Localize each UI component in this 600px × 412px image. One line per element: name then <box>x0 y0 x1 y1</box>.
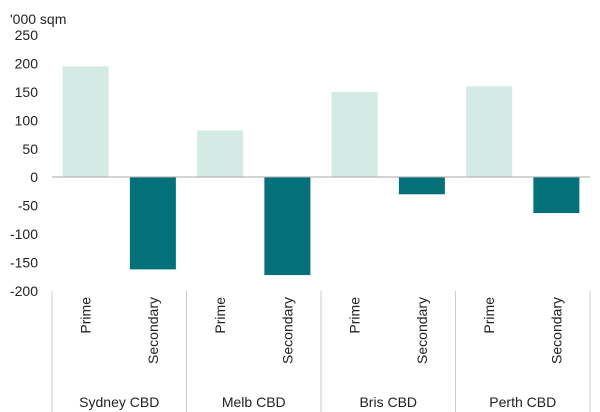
bar-melb-cbd-secondary <box>264 177 311 276</box>
group-labels: Sydney CBD Melb CBD Bris CBD Perth CBD <box>79 394 556 410</box>
subcategory-label: Secondary <box>279 297 295 364</box>
bar-bris-cbd-secondary <box>398 177 445 195</box>
category-axis-frame <box>51 291 591 412</box>
bar-sydney-cbd-prime <box>62 66 109 178</box>
bar-perth-cbd-secondary <box>533 177 580 214</box>
y-tick-label: -50 <box>18 198 38 214</box>
subcategory-label: Secondary <box>548 297 564 364</box>
y-tick-label: -100 <box>10 226 38 242</box>
y-tick-label: 100 <box>15 112 39 128</box>
bar-perth-cbd-prime <box>466 86 513 178</box>
group-label: Sydney CBD <box>79 394 159 410</box>
y-tick-label: 50 <box>22 141 38 157</box>
bar-sydney-cbd-secondary <box>129 177 176 270</box>
subcategory-labels: Prime Secondary Prime Secondary Prime Seconda… <box>78 297 565 364</box>
subcategory-label: Secondary <box>414 297 430 364</box>
subcategory-label: Prime <box>78 297 94 334</box>
y-tick-label: -200 <box>10 283 38 299</box>
group-label: Melb CBD <box>222 394 286 410</box>
group-label: Perth CBD <box>489 394 556 410</box>
y-tick-label: -150 <box>10 255 38 271</box>
y-axis-ticks: 250 200 150 100 50 0 -50 -100 -150 -200 <box>10 27 38 299</box>
y-tick-label: 0 <box>30 169 38 185</box>
subcategory-label: Prime <box>347 297 363 334</box>
bars <box>62 66 580 276</box>
y-axis-unit-label: '000 sqm <box>10 11 66 27</box>
y-tick-label: 200 <box>15 55 39 71</box>
group-label: Bris CBD <box>359 394 417 410</box>
subcategory-label: Secondary <box>145 297 161 364</box>
subcategory-label: Prime <box>481 297 497 334</box>
y-tick-label: 250 <box>15 27 39 43</box>
subcategory-label: Prime <box>212 297 228 334</box>
bar-bris-cbd-prime <box>331 91 378 178</box>
y-tick-label: 150 <box>15 84 39 100</box>
bar-melb-cbd-prime <box>197 130 244 178</box>
